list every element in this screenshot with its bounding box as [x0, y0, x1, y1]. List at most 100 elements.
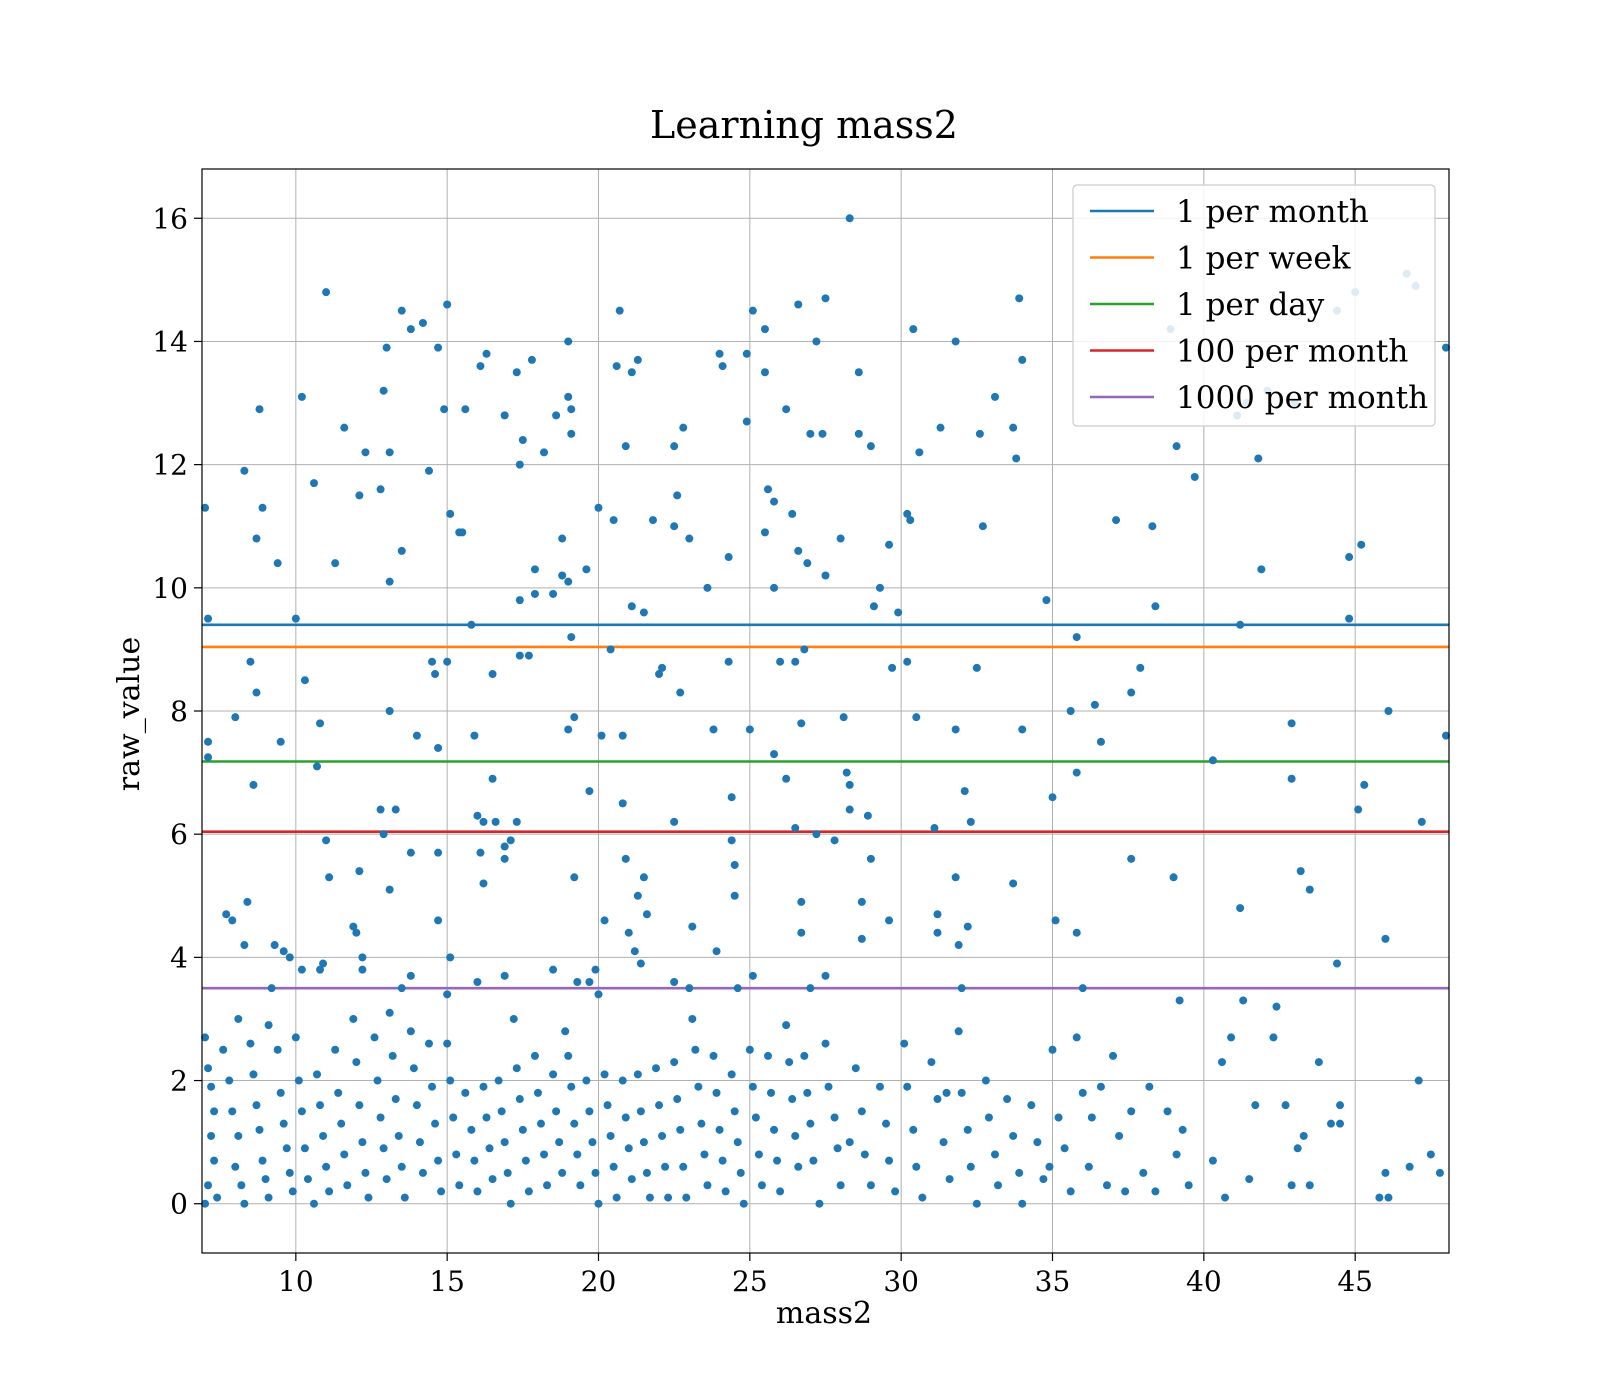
data-point: [479, 879, 488, 888]
data-point: [724, 657, 733, 666]
data-point: [285, 953, 294, 962]
data-point: [767, 1088, 776, 1097]
data-point: [234, 1014, 243, 1023]
data-point: [633, 1070, 642, 1079]
data-point: [745, 1045, 754, 1054]
data-point: [488, 1175, 497, 1184]
data-point: [776, 657, 785, 666]
data-point: [794, 300, 803, 309]
data-point: [443, 657, 452, 666]
data-point: [322, 836, 331, 845]
data-point: [633, 891, 642, 900]
data-point: [730, 860, 739, 869]
data-point: [1239, 996, 1248, 1005]
data-point: [455, 528, 464, 537]
data-point: [906, 516, 915, 525]
data-point: [957, 984, 966, 993]
data-point: [839, 713, 848, 722]
y-axis-label: raw_value: [112, 637, 147, 791]
data-point: [564, 392, 573, 401]
y-tick-label: 8: [170, 695, 188, 728]
data-point: [981, 1076, 990, 1085]
data-point: [246, 1039, 255, 1048]
data-point: [515, 651, 524, 660]
y-tick-label: 6: [170, 818, 188, 851]
data-point: [400, 1193, 409, 1202]
data-point: [857, 1107, 866, 1116]
y-tick-label: 12: [152, 449, 188, 482]
data-point: [730, 891, 739, 900]
data-point: [543, 1181, 552, 1190]
data-point: [1048, 793, 1057, 802]
data-point: [875, 583, 884, 592]
data-point: [618, 1076, 627, 1085]
data-point: [1066, 707, 1075, 715]
data-point: [240, 466, 249, 475]
data-point: [249, 780, 258, 789]
y-tick-label: 4: [170, 941, 188, 974]
data-point: [237, 1181, 246, 1190]
data-point: [1299, 1131, 1308, 1140]
data-point: [1381, 934, 1390, 943]
data-point: [1227, 1033, 1236, 1042]
data-point: [349, 1014, 358, 1023]
legend-label: 1 per day: [1176, 287, 1325, 323]
data-point: [518, 436, 527, 444]
data-point: [866, 854, 875, 863]
data-point: [733, 984, 742, 993]
data-point: [742, 417, 751, 426]
data-point: [885, 1156, 894, 1165]
data-point: [760, 528, 769, 537]
data-point: [425, 466, 434, 475]
data-point: [527, 355, 536, 364]
data-point: [909, 325, 918, 334]
data-point: [1435, 1168, 1444, 1177]
data-point: [300, 676, 309, 685]
data-point: [1027, 1101, 1036, 1110]
data-point: [1060, 1144, 1069, 1153]
data-point: [600, 916, 609, 925]
data-point: [1414, 1076, 1423, 1085]
data-point: [966, 817, 975, 826]
data-point: [540, 448, 549, 457]
data-point: [512, 1064, 521, 1073]
data-point: [204, 614, 213, 623]
data-point: [564, 725, 573, 734]
data-point: [573, 978, 582, 986]
data-point: [930, 824, 939, 833]
data-point: [773, 1156, 782, 1165]
data-point: [812, 337, 821, 346]
data-point: [567, 429, 576, 438]
data-point: [1384, 707, 1393, 715]
data-point: [1357, 540, 1366, 549]
data-point: [1326, 1119, 1335, 1128]
data-point: [903, 509, 912, 518]
data-point: [857, 897, 866, 906]
data-point: [370, 1033, 379, 1042]
data-point: [219, 1045, 228, 1054]
data-point: [497, 1107, 506, 1116]
data-point: [204, 737, 213, 746]
data-point: [903, 1082, 912, 1091]
data-point: [515, 596, 524, 605]
data-point: [1054, 1113, 1063, 1122]
data-point: [482, 349, 491, 358]
data-point: [391, 1095, 400, 1104]
data-point: [201, 1199, 210, 1208]
legend-label: 1000 per month: [1176, 380, 1428, 416]
data-point: [473, 811, 482, 820]
data-point: [382, 343, 391, 352]
data-point: [488, 774, 497, 783]
data-point: [1281, 1101, 1290, 1110]
data-point: [561, 1027, 570, 1036]
data-point: [406, 1027, 415, 1036]
data-point: [806, 429, 815, 438]
data-point: [818, 429, 827, 438]
data-point: [1015, 294, 1024, 303]
data-point: [258, 503, 267, 512]
data-point: [1096, 1082, 1105, 1091]
data-point: [770, 750, 779, 759]
data-point: [385, 577, 394, 586]
data-point: [624, 928, 633, 937]
data-point: [882, 1119, 891, 1128]
